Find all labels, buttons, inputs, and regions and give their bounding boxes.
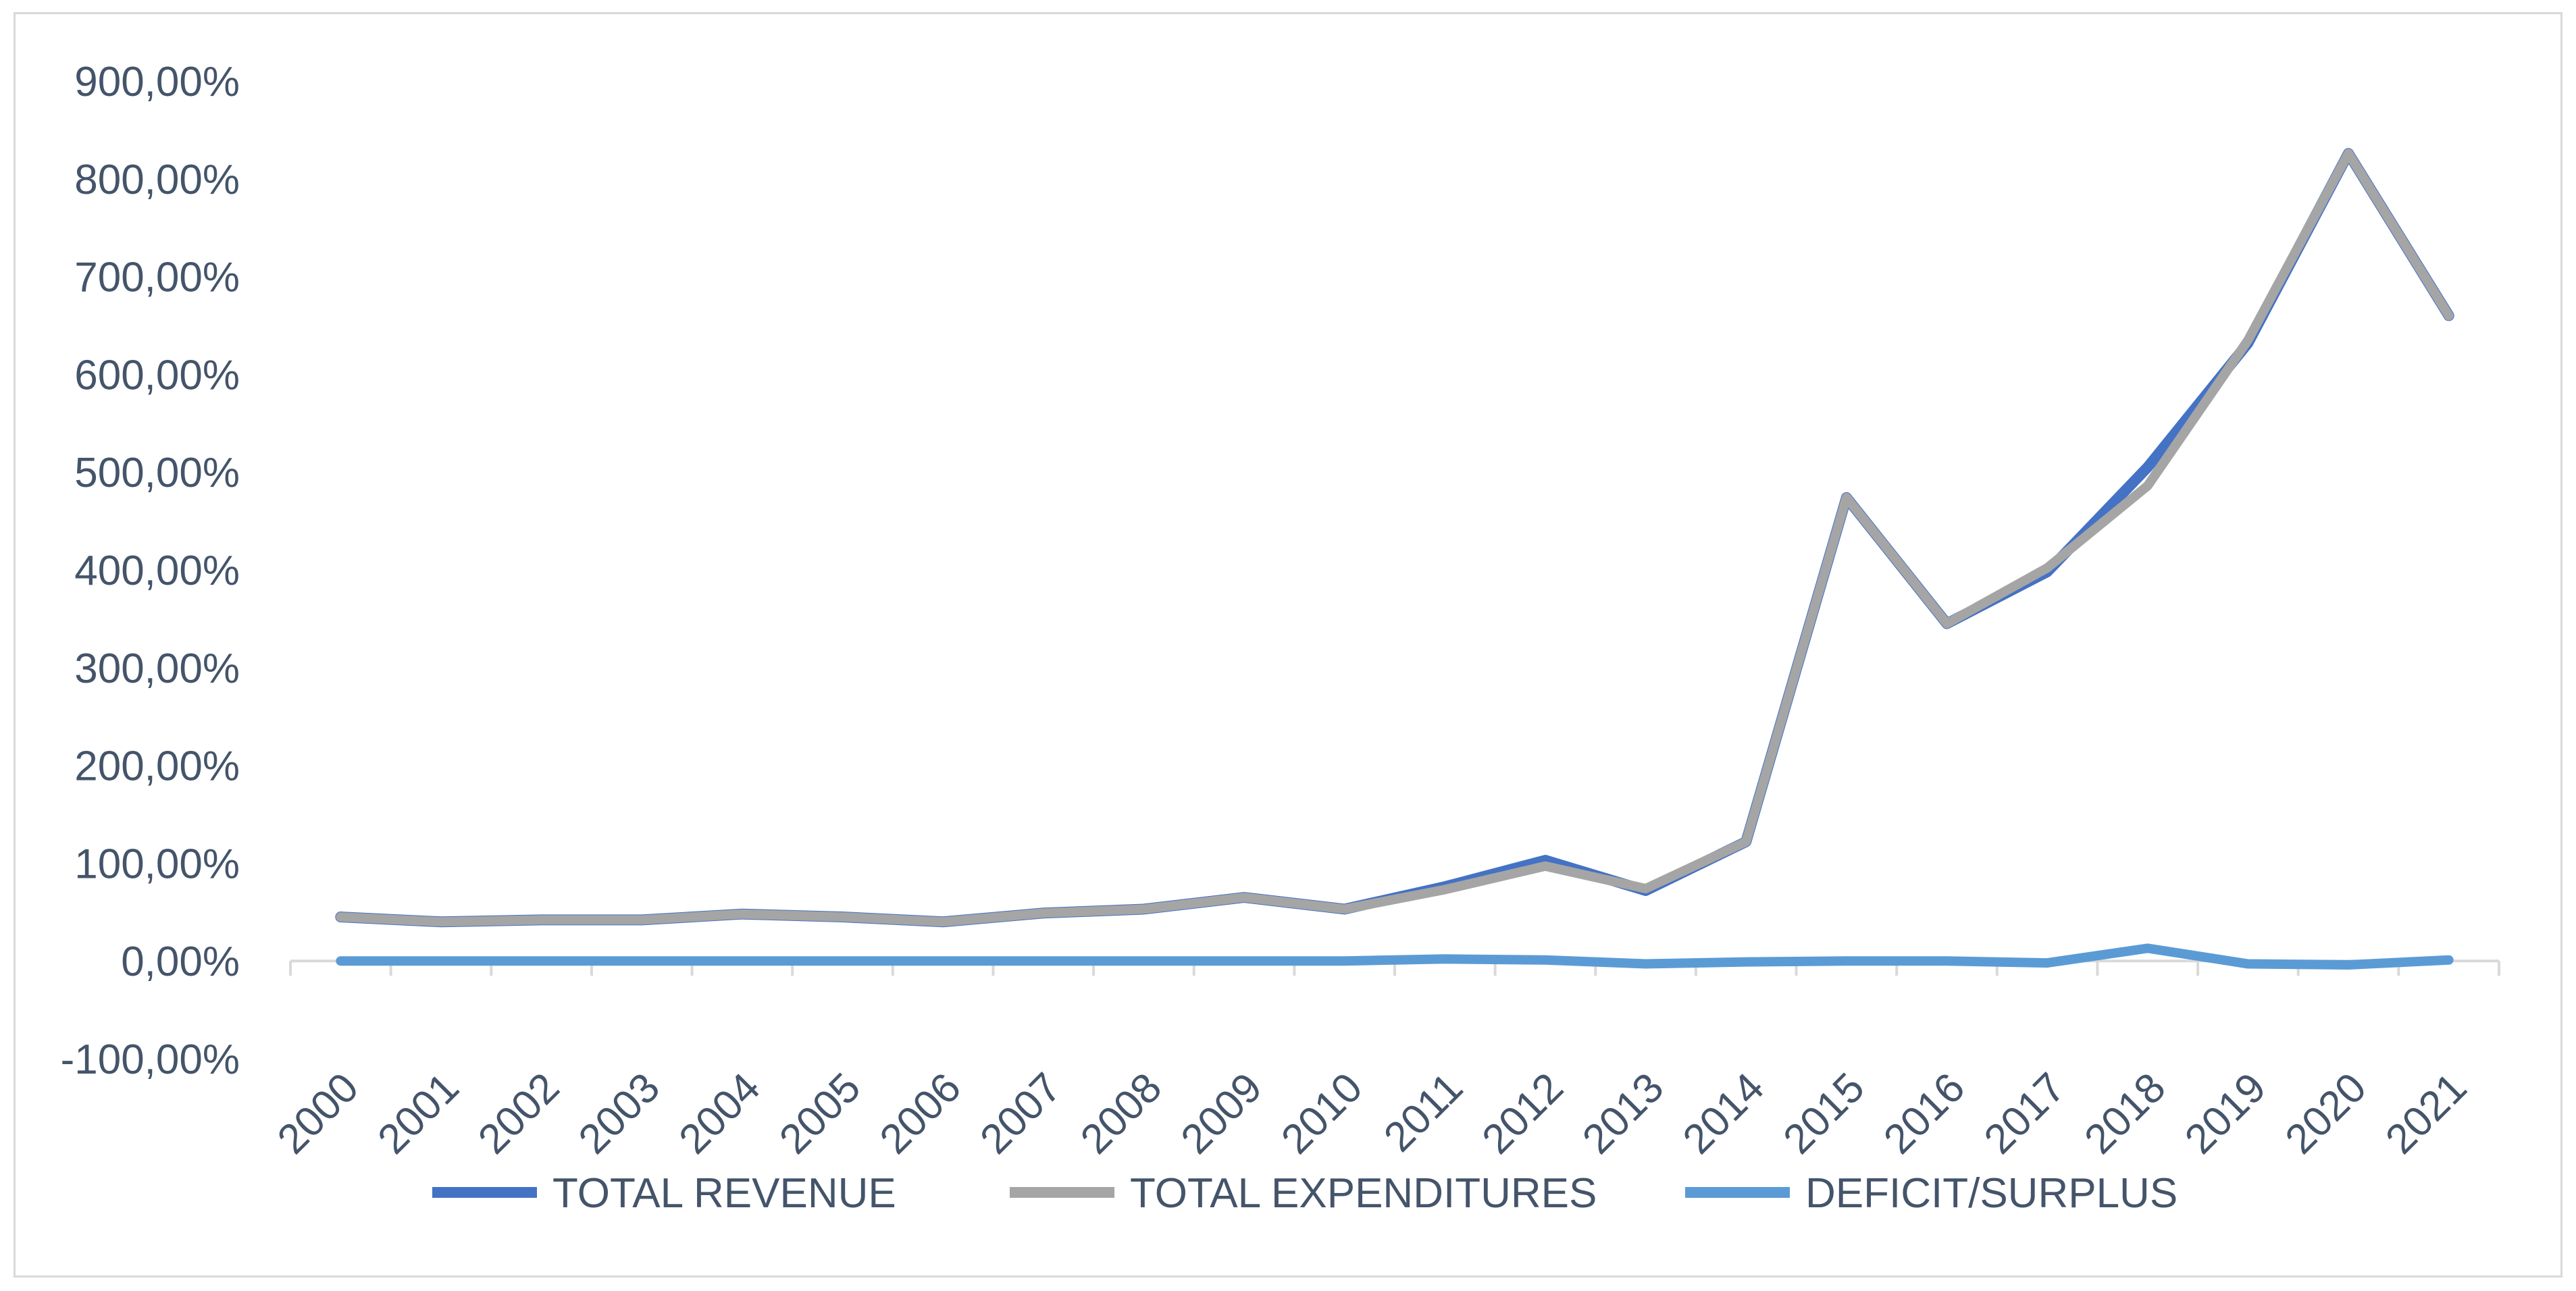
y-tick-label: 900,00% <box>74 59 240 105</box>
series-line-deficit-surplus <box>336 943 2454 970</box>
x-tick-label: 2011 <box>1375 1064 1472 1161</box>
x-tick-label: 2001 <box>369 1064 468 1163</box>
x-tick-label: 2006 <box>871 1064 970 1163</box>
x-tick-label: 2002 <box>469 1064 568 1163</box>
x-tick-label: 2020 <box>2277 1064 2375 1163</box>
legend-label: DEFICIT/SURPLUS <box>1805 1170 2178 1217</box>
x-tick-label: 2005 <box>771 1064 869 1163</box>
x-tick-label: 2013 <box>1574 1064 1672 1163</box>
chart-frame <box>14 12 2562 1277</box>
x-tick-label: 2010 <box>1272 1064 1371 1163</box>
y-axis-ticks: -100,00% 0,00% 100,00% 200,00% 300,00% 400,00… <box>61 59 240 1083</box>
y-tick-label: 400,00% <box>74 548 240 594</box>
legend-label: TOTAL REVENUE <box>552 1170 896 1217</box>
x-tick-label: 2008 <box>1072 1064 1170 1163</box>
x-tick-label: 2015 <box>1774 1064 1873 1163</box>
x-tick-label: 2000 <box>269 1064 367 1163</box>
legend-label: TOTAL EXPENDITURES <box>1130 1170 1597 1217</box>
x-tick-label: 2016 <box>1875 1064 1974 1163</box>
x-tick-label: 2012 <box>1474 1064 1572 1163</box>
x-tick-label: 2007 <box>971 1064 1070 1163</box>
x-tick-label: 2018 <box>2076 1064 2174 1163</box>
y-tick-label: 700,00% <box>74 255 240 301</box>
y-tick-label: 100,00% <box>74 841 240 887</box>
y-tick-label: 600,00% <box>74 352 240 398</box>
y-tick-label: 300,00% <box>74 646 240 692</box>
x-axis-ticks: 2000 2001 2002 2003 2004 2005 2006 2007 2008 2009… <box>269 1064 2476 1163</box>
x-tick-label: 2004 <box>670 1064 769 1163</box>
series-line-total-revenue <box>335 148 2454 928</box>
y-tick-label: 200,00% <box>74 743 240 790</box>
series-line-total-expenditures <box>336 149 2454 927</box>
y-tick-label: 500,00% <box>74 450 240 496</box>
x-tick-label: 2017 <box>1976 1064 2074 1163</box>
x-tick-label: 2019 <box>2176 1064 2275 1163</box>
x-tick-label: 2021 <box>2377 1064 2475 1163</box>
legend: TOTAL REVENUE TOTAL EXPENDITURES DEFICIT/S… <box>432 1170 2178 1217</box>
y-tick-label: 800,00% <box>74 157 240 203</box>
series-lines <box>335 148 2454 970</box>
x-tick-label: 2009 <box>1173 1064 1271 1163</box>
y-tick-label: 0,00% <box>121 939 240 985</box>
x-tick-label: 2014 <box>1674 1064 1773 1163</box>
y-tick-label: -100,00% <box>61 1036 240 1083</box>
x-tick-label: 2003 <box>570 1064 669 1163</box>
